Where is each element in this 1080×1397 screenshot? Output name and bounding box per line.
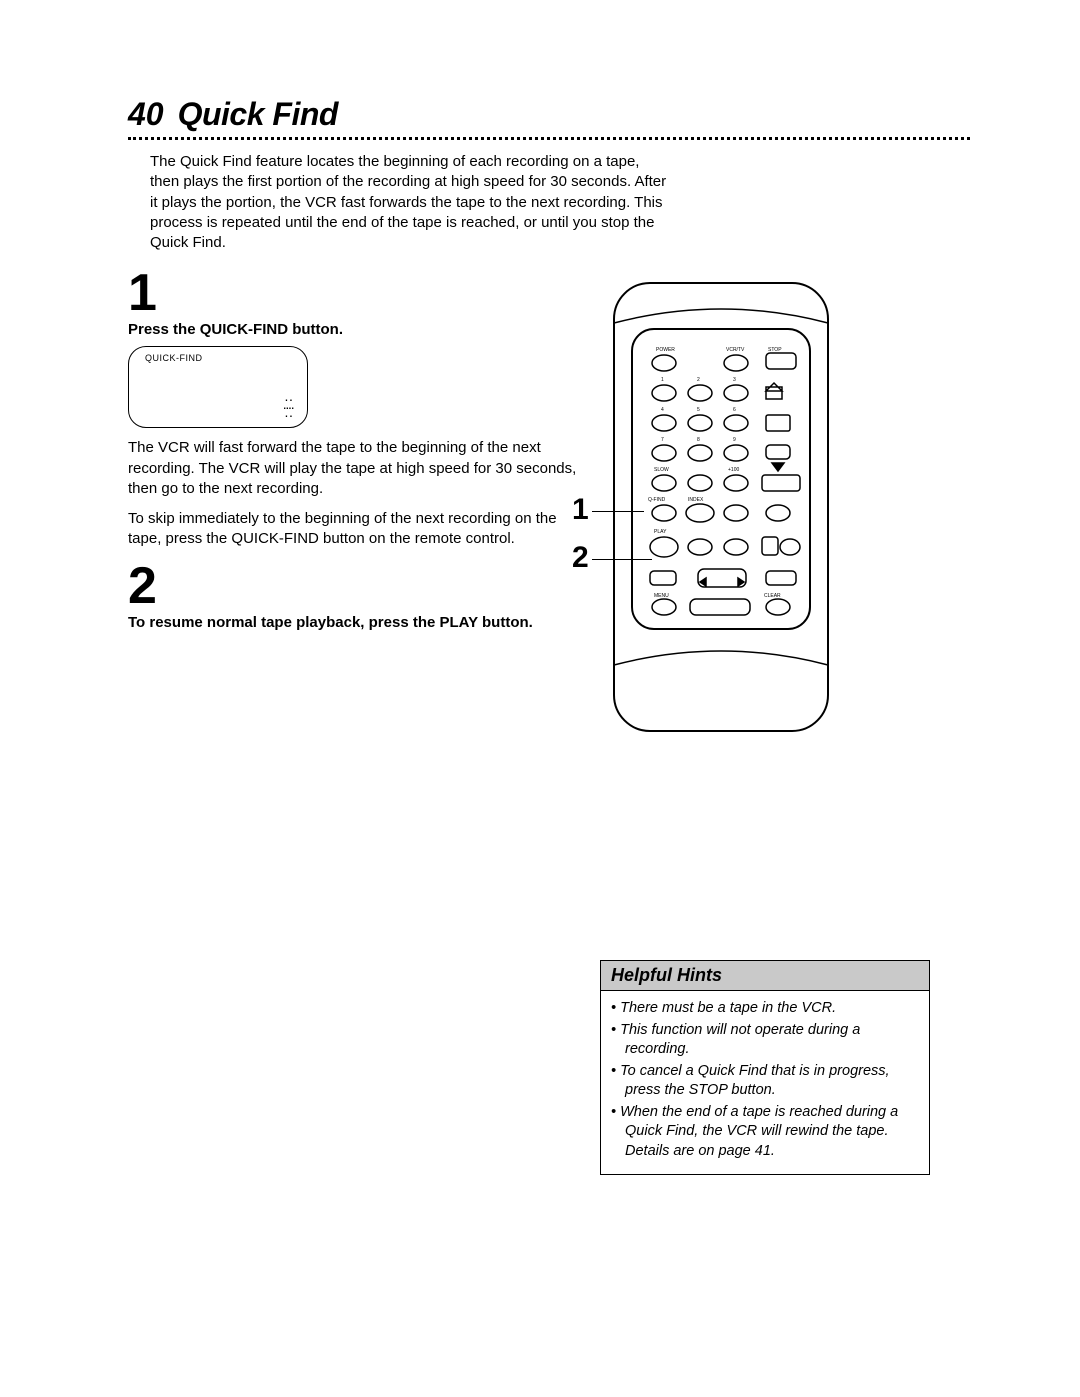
svg-text:Q-FIND: Q-FIND — [648, 497, 666, 503]
page-number: 40 — [128, 96, 164, 133]
svg-text:9: 9 — [733, 437, 736, 443]
helpful-hints-body: There must be a tape in the VCR. This fu… — [601, 991, 929, 1174]
manual-page: 40 Quick Find The Quick Find feature loc… — [0, 0, 1080, 797]
step-1-title: Press the QUICK-FIND button. — [128, 321, 578, 338]
quick-find-button-illustration: QUICK-FIND · ······ · — [128, 346, 308, 428]
svg-text:POWER: POWER — [656, 347, 675, 353]
hint-item: When the end of a tape is reached during… — [611, 1103, 919, 1162]
intro-paragraph: The Quick Find feature locates the begin… — [150, 152, 670, 253]
dotted-divider — [128, 137, 970, 140]
step-2-title: To resume normal tape playback, press th… — [128, 614, 578, 631]
button-dots-icon: · ······ · — [282, 395, 293, 419]
quick-find-label: QUICK-FIND — [145, 353, 203, 363]
step-1-body-1: The VCR will fast forward the tape to th… — [128, 438, 578, 499]
remote-callout-2: 2 — [572, 541, 589, 575]
svg-text:+100: +100 — [728, 467, 739, 473]
remote-callout-1: 1 — [572, 493, 589, 527]
remote-column: 1 2 — [606, 267, 836, 737]
helpful-hints-header: Helpful Hints — [601, 961, 929, 991]
hint-item: This function will not operate during a … — [611, 1021, 919, 1060]
step-1-body-2: To skip immediately to the beginning of … — [128, 509, 578, 550]
svg-text:6: 6 — [733, 407, 736, 413]
title-row: 40 Quick Find — [128, 96, 970, 133]
callout-line-2 — [592, 559, 652, 560]
svg-text:8: 8 — [697, 437, 700, 443]
hints-list: There must be a tape in the VCR. This fu… — [611, 999, 919, 1162]
svg-text:2: 2 — [697, 377, 700, 383]
svg-text:INDEX: INDEX — [688, 497, 704, 503]
hint-item: There must be a tape in the VCR. — [611, 999, 919, 1019]
step-2-number: 2 — [128, 560, 578, 612]
svg-text:STOP: STOP — [768, 347, 782, 353]
svg-text:SLOW: SLOW — [654, 467, 669, 473]
callout-line-1 — [592, 511, 644, 512]
svg-text:4: 4 — [661, 407, 664, 413]
svg-text:PLAY: PLAY — [654, 529, 667, 535]
page-title: Quick Find — [178, 96, 338, 133]
step-1-number: 1 — [128, 267, 578, 319]
svg-text:5: 5 — [697, 407, 700, 413]
hint-item: To cancel a Quick Find that is in progre… — [611, 1062, 919, 1101]
svg-text:1: 1 — [661, 377, 664, 383]
svg-text:MENU: MENU — [654, 593, 669, 599]
remote-svg: POWER VCR/TV STOP 1 2 3 4 5 6 7 8 9 SLOW… — [606, 277, 836, 737]
steps-column: 1 Press the QUICK-FIND button. QUICK-FIN… — [128, 267, 578, 638]
remote-illustration: 1 2 — [606, 277, 836, 737]
svg-text:VCR/TV: VCR/TV — [726, 347, 745, 353]
content-row: 1 Press the QUICK-FIND button. QUICK-FIN… — [128, 267, 970, 737]
svg-text:CLEAR: CLEAR — [764, 593, 781, 599]
helpful-hints-box: Helpful Hints There must be a tape in th… — [600, 960, 930, 1175]
svg-text:3: 3 — [733, 377, 736, 383]
svg-text:7: 7 — [661, 437, 664, 443]
